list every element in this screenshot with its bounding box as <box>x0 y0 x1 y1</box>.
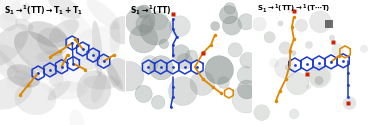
Circle shape <box>169 16 190 37</box>
Text: $\mathbf{S_1 \rightarrow {^1}(TT) \rightarrow T_1+T_1}$: $\mathbf{S_1 \rightarrow {^1}(TT) \right… <box>4 3 83 17</box>
Circle shape <box>232 85 260 113</box>
Circle shape <box>149 56 173 80</box>
Circle shape <box>136 15 153 32</box>
Circle shape <box>307 64 331 88</box>
Circle shape <box>137 5 150 18</box>
Ellipse shape <box>21 3 32 21</box>
Circle shape <box>185 50 198 63</box>
Circle shape <box>169 77 197 106</box>
Ellipse shape <box>14 81 56 115</box>
Ellipse shape <box>69 110 84 125</box>
Circle shape <box>332 44 344 56</box>
Ellipse shape <box>92 20 102 76</box>
Circle shape <box>343 97 356 110</box>
Circle shape <box>129 25 158 53</box>
Ellipse shape <box>28 21 68 48</box>
Circle shape <box>222 16 241 35</box>
Circle shape <box>315 76 323 85</box>
Text: $\mathbf{S_1 \rightarrow {^1}(TT) \rightarrow {^1}(T{\cdots}T)}$: $\mathbf{S_1 \rightarrow {^1}(TT) \right… <box>257 3 330 16</box>
Circle shape <box>173 45 190 62</box>
Circle shape <box>330 35 335 40</box>
Ellipse shape <box>49 19 79 43</box>
Ellipse shape <box>48 81 71 101</box>
Circle shape <box>289 109 299 119</box>
Circle shape <box>135 85 152 102</box>
Ellipse shape <box>15 18 33 31</box>
Circle shape <box>140 13 172 45</box>
Ellipse shape <box>0 42 24 85</box>
Bar <box>325 20 333 28</box>
Circle shape <box>240 52 256 68</box>
Circle shape <box>286 72 309 95</box>
Circle shape <box>205 56 234 84</box>
Circle shape <box>177 54 192 69</box>
Ellipse shape <box>110 16 138 44</box>
Ellipse shape <box>0 12 18 31</box>
Circle shape <box>305 41 313 49</box>
Ellipse shape <box>9 48 40 68</box>
Circle shape <box>211 22 220 31</box>
Ellipse shape <box>110 21 120 56</box>
Ellipse shape <box>14 31 65 75</box>
Ellipse shape <box>0 24 28 66</box>
Ellipse shape <box>107 58 134 92</box>
Circle shape <box>279 42 291 54</box>
Circle shape <box>264 32 275 43</box>
Ellipse shape <box>81 83 99 98</box>
Circle shape <box>126 7 155 36</box>
Circle shape <box>237 80 256 99</box>
Ellipse shape <box>0 44 36 79</box>
Circle shape <box>307 85 311 89</box>
Ellipse shape <box>59 8 93 40</box>
Circle shape <box>238 14 254 30</box>
Ellipse shape <box>49 72 64 87</box>
Circle shape <box>149 11 168 30</box>
Ellipse shape <box>7 72 23 88</box>
Circle shape <box>220 6 238 24</box>
Text: $\mathbf{S_1 \rightarrow {^1}(TT)}$: $\mathbf{S_1 \rightarrow {^1}(TT)}$ <box>130 3 172 17</box>
Circle shape <box>288 8 293 13</box>
Circle shape <box>278 21 283 26</box>
Circle shape <box>228 43 242 57</box>
Ellipse shape <box>101 55 123 89</box>
Circle shape <box>237 67 254 84</box>
Ellipse shape <box>74 49 99 70</box>
Circle shape <box>360 45 368 52</box>
Ellipse shape <box>50 61 91 92</box>
Circle shape <box>224 3 235 14</box>
Ellipse shape <box>48 0 81 19</box>
Ellipse shape <box>0 76 32 110</box>
Circle shape <box>295 19 308 32</box>
Circle shape <box>291 51 296 56</box>
Circle shape <box>310 11 332 33</box>
Circle shape <box>254 105 270 120</box>
Circle shape <box>274 58 295 78</box>
Ellipse shape <box>42 65 70 92</box>
Ellipse shape <box>37 28 68 56</box>
Circle shape <box>218 77 229 88</box>
Ellipse shape <box>81 39 102 61</box>
Circle shape <box>141 56 158 72</box>
Ellipse shape <box>77 26 122 56</box>
Ellipse shape <box>10 0 30 14</box>
Ellipse shape <box>36 50 67 62</box>
Circle shape <box>253 17 266 31</box>
Ellipse shape <box>87 0 121 30</box>
Circle shape <box>114 62 144 91</box>
Circle shape <box>190 71 214 95</box>
Ellipse shape <box>0 0 21 22</box>
Ellipse shape <box>48 81 87 100</box>
Circle shape <box>309 66 330 86</box>
Ellipse shape <box>14 70 31 81</box>
Ellipse shape <box>83 75 120 89</box>
Circle shape <box>270 58 279 67</box>
Circle shape <box>151 96 165 109</box>
Ellipse shape <box>77 70 111 110</box>
Circle shape <box>159 39 169 49</box>
Ellipse shape <box>91 71 106 103</box>
Circle shape <box>285 65 291 70</box>
Ellipse shape <box>7 64 40 88</box>
